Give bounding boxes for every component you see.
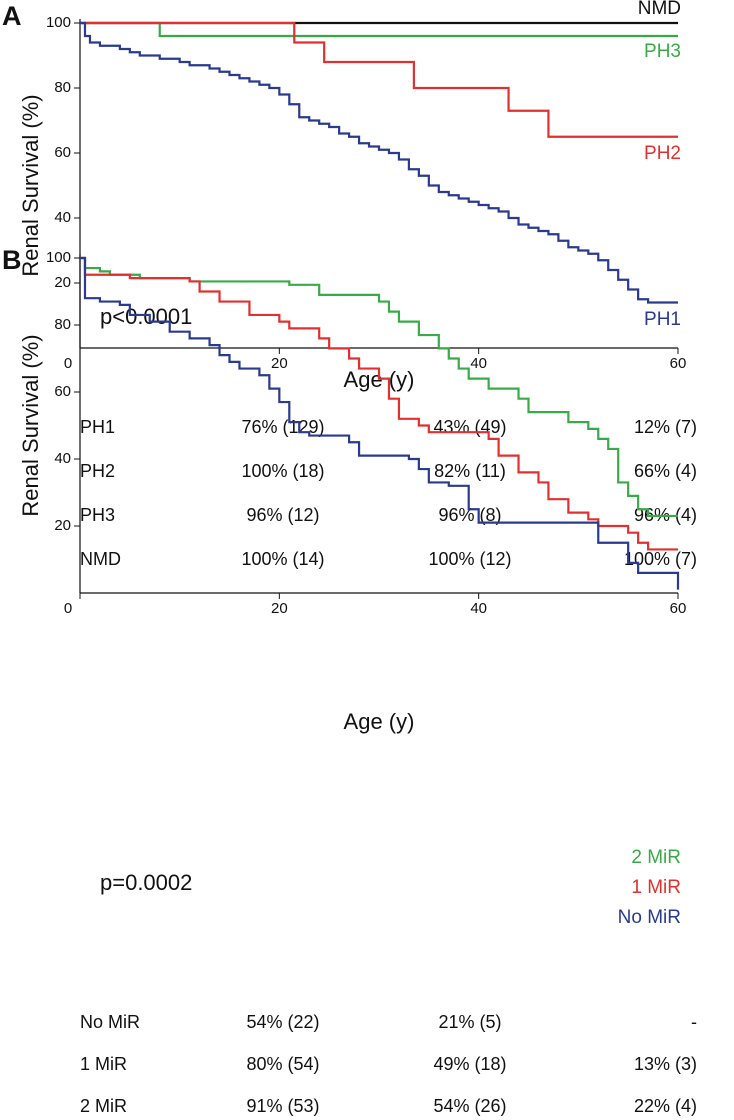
x-tick-label: 40 (470, 355, 487, 372)
risk-table-cell: 21% (5) (438, 1012, 501, 1032)
risk-table-cell: 54% (22) (246, 1012, 319, 1032)
risk-table-cell: - (691, 1012, 697, 1032)
x-axis-title: Age (y) (344, 709, 415, 734)
risk-table-cell: 66% (4) (634, 461, 697, 481)
risk-table-cell: 100% (7) (624, 549, 697, 569)
risk-table-cell: 91% (53) (246, 1096, 319, 1116)
series-label: 2 MiR (631, 847, 681, 868)
risk-table-cell: 2 MiR (80, 1096, 127, 1116)
y-tick-label: 100 (46, 14, 71, 31)
x-tick-label: 40 (470, 600, 487, 617)
panel-label: B (2, 245, 22, 275)
series-label: NMD (638, 0, 681, 19)
risk-table-cell: 96% (4) (634, 505, 697, 525)
risk-table-cell: 76% (129) (241, 417, 324, 437)
y-tick-label: 20 (54, 274, 71, 291)
annotation: p=0.0002 (100, 870, 192, 895)
y-axis-title: Renal Survival (%) (18, 94, 43, 276)
risk-table-cell: 12% (7) (634, 417, 697, 437)
risk-table-cell: PH2 (80, 461, 115, 481)
series-label: No MiR (618, 907, 681, 928)
survival-curve (80, 21, 678, 304)
risk-table-cell: 100% (12) (428, 549, 511, 569)
risk-table-cell: 82% (11) (434, 461, 506, 481)
survival-curve (80, 21, 678, 38)
risk-table-cell: 100% (14) (241, 549, 324, 569)
risk-table-cell: No MiR (80, 1012, 140, 1032)
series-label: 1 MiR (631, 877, 681, 898)
risk-table-cell: 80% (54) (246, 1054, 319, 1074)
survival-curve (80, 21, 678, 138)
risk-table-cell: 96% (12) (246, 505, 319, 525)
series-label: PH3 (644, 41, 681, 62)
risk-table-cell: 96% (8) (438, 505, 501, 525)
risk-table-cell: 100% (18) (241, 461, 324, 481)
survival-curve (80, 256, 678, 551)
y-tick-label: 40 (54, 450, 71, 467)
x-tick-label: 60 (670, 600, 687, 617)
series-label: PH1 (644, 309, 681, 330)
x-tick-label: 20 (271, 600, 288, 617)
y-tick-label: 40 (54, 209, 71, 226)
y-tick-label: 60 (54, 144, 71, 161)
y-tick-label: 100 (46, 249, 71, 266)
x-tick-label: 0 (64, 355, 72, 372)
x-tick-label: 0 (64, 600, 72, 617)
risk-table-cell: 49% (18) (433, 1054, 506, 1074)
risk-table-cell: 1 MiR (80, 1054, 127, 1074)
y-tick-label: 60 (54, 383, 71, 400)
risk-table-cell: 43% (49) (433, 417, 506, 437)
x-tick-label: 60 (670, 355, 687, 372)
risk-table-cell: NMD (80, 549, 121, 569)
panel-label: A (2, 1, 22, 31)
risk-table-cell: 54% (26) (433, 1096, 506, 1116)
y-tick-label: 20 (54, 517, 71, 534)
risk-table-cell: 22% (4) (634, 1096, 697, 1116)
risk-table-cell: 13% (3) (634, 1054, 697, 1074)
survival-curve (80, 256, 680, 590)
x-tick-label: 20 (271, 355, 288, 372)
annotation: p<0.0001 (100, 304, 192, 329)
y-axis-title: Renal Survival (%) (18, 334, 43, 516)
y-tick-label: 80 (54, 79, 71, 96)
risk-table-cell: PH3 (80, 505, 115, 525)
risk-table-cell: PH1 (80, 417, 115, 437)
series-label: PH2 (644, 143, 681, 164)
y-tick-label: 80 (54, 316, 71, 333)
